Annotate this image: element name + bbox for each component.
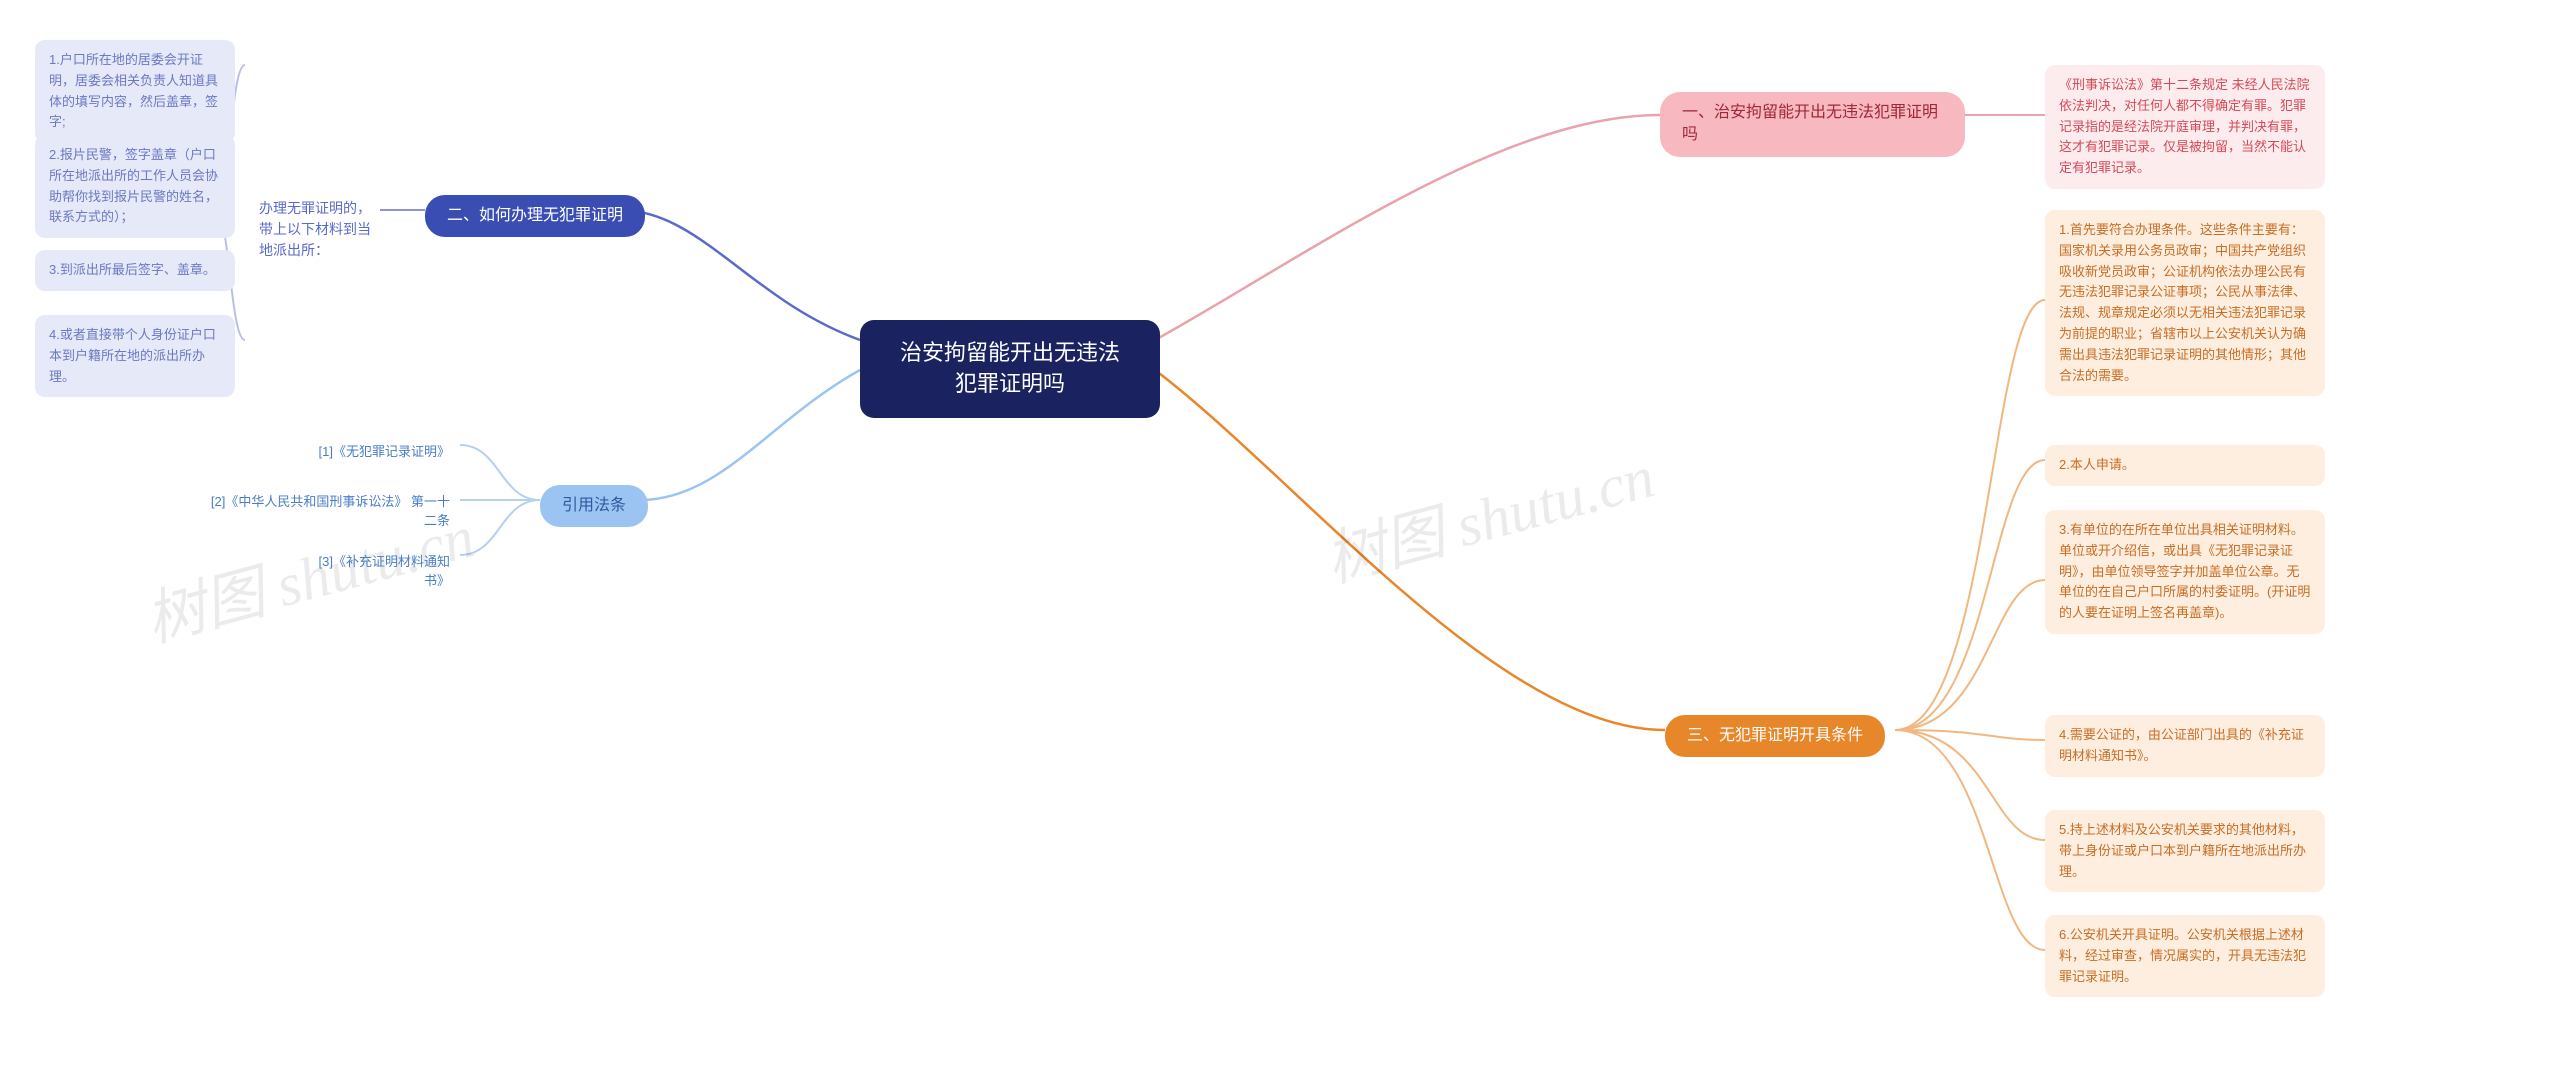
branch-1[interactable]: 一、治安拘留能开出无违法犯罪证明吗 — [1660, 92, 1965, 157]
link-text: [3]《补充证明材料通知书》 — [319, 554, 450, 588]
branch-3-leaf-1: 2.本人申请。 — [2045, 445, 2325, 486]
branch-3-label: 三、无犯罪证明开具条件 — [1687, 727, 1863, 744]
leaf-text: 1.户口所在地的居委会开证明，居委会相关负责人知道具体的填写内容，然后盖章，签字… — [49, 52, 218, 129]
center-label: 治安拘留能开出无违法犯罪证明吗 — [900, 340, 1120, 396]
leaf-text: 1.首先要符合办理条件。这些条件主要有：国家机关录用公务员政审；中国共产党组织吸… — [2059, 222, 2306, 383]
branch-2[interactable]: 二、如何办理无犯罪证明 — [425, 195, 645, 237]
branch-3-leaf-0: 1.首先要符合办理条件。这些条件主要有：国家机关录用公务员政审；中国共产党组织吸… — [2045, 210, 2325, 396]
leaf-text: 3.到派出所最后签字、盖章。 — [49, 262, 216, 277]
branch-4-label: 引用法条 — [562, 497, 626, 514]
link-text: [1]《无犯罪记录证明》 — [319, 444, 450, 459]
branch-3-leaf-5: 6.公安机关开具证明。公安机关根据上述材料，经过审查，情况属实的，开具无违法犯罪… — [2045, 915, 2325, 997]
leaf-text: 《刑事诉讼法》第十二条规定 未经人民法院依法判决，对任何人都不得确定有罪。犯罪记… — [2059, 77, 2310, 175]
sub-label: 办理无罪证明的，带上以下材料到当地派出所： — [259, 200, 371, 258]
leaf-text: 6.公安机关开具证明。公安机关根据上述材料，经过审查，情况属实的，开具无违法犯罪… — [2059, 927, 2306, 984]
leaf-text: 5.持上述材料及公安机关要求的其他材料，带上身份证或户口本到户籍所在地派出所办理… — [2059, 822, 2306, 879]
branch-1-leaf-0: 《刑事诉讼法》第十二条规定 未经人民法院依法判决，对任何人都不得确定有罪。犯罪记… — [2045, 65, 2325, 189]
branch-2-leaf-3: 4.或者直接带个人身份证户口本到户籍所在地的派出所办理。 — [35, 315, 235, 397]
center-node: 治安拘留能开出无违法犯罪证明吗 — [860, 320, 1160, 418]
branch-2-leaf-0: 1.户口所在地的居委会开证明，居委会相关负责人知道具体的填写内容，然后盖章，签字… — [35, 40, 235, 143]
branch-4-link-2[interactable]: [3]《补充证明材料通知书》 — [290, 545, 460, 595]
branch-2-label: 二、如何办理无犯罪证明 — [447, 207, 623, 224]
branch-3-leaf-4: 5.持上述材料及公安机关要求的其他材料，带上身份证或户口本到户籍所在地派出所办理… — [2045, 810, 2325, 892]
branch-4-link-0[interactable]: [1]《无犯罪记录证明》 — [300, 435, 460, 466]
branch-1-label: 一、治安拘留能开出无违法犯罪证明吗 — [1682, 104, 1938, 143]
branch-3-leaf-2: 3.有单位的在所在单位出具相关证明材料。单位或开介绍信，或出具《无犯罪记录证明》… — [2045, 510, 2325, 634]
branch-2-leaf-1: 2.报片民警，签字盖章（户口所在地派出所的工作人员会协助帮你找到报片民警的姓名，… — [35, 135, 235, 238]
branch-4-link-1[interactable]: [2]《中华人民共和国刑事诉讼法》 第一十二条 — [195, 485, 460, 535]
leaf-text: 2.报片民警，签字盖章（户口所在地派出所的工作人员会协助帮你找到报片民警的姓名，… — [49, 147, 218, 224]
link-text: [2]《中华人民共和国刑事诉讼法》 第一十二条 — [211, 494, 450, 528]
branch-4[interactable]: 引用法条 — [540, 485, 648, 527]
leaf-text: 4.或者直接带个人身份证户口本到户籍所在地的派出所办理。 — [49, 327, 216, 384]
leaf-text: 2.本人申请。 — [2059, 457, 2135, 472]
leaf-text: 3.有单位的在所在单位出具相关证明材料。单位或开介绍信，或出具《无犯罪记录证明》… — [2059, 522, 2310, 620]
branch-2-leaf-2: 3.到派出所最后签字、盖章。 — [35, 250, 235, 291]
watermark: 树图 shutu.cn — [1314, 428, 1662, 599]
branch-2-sub: 办理无罪证明的，带上以下材料到当地派出所： — [245, 190, 385, 269]
leaf-text: 4.需要公证的，由公证部门出具的《补充证明材料通知书》。 — [2059, 727, 2304, 763]
branch-3-leaf-3: 4.需要公证的，由公证部门出具的《补充证明材料通知书》。 — [2045, 715, 2325, 777]
branch-3[interactable]: 三、无犯罪证明开具条件 — [1665, 715, 1885, 757]
